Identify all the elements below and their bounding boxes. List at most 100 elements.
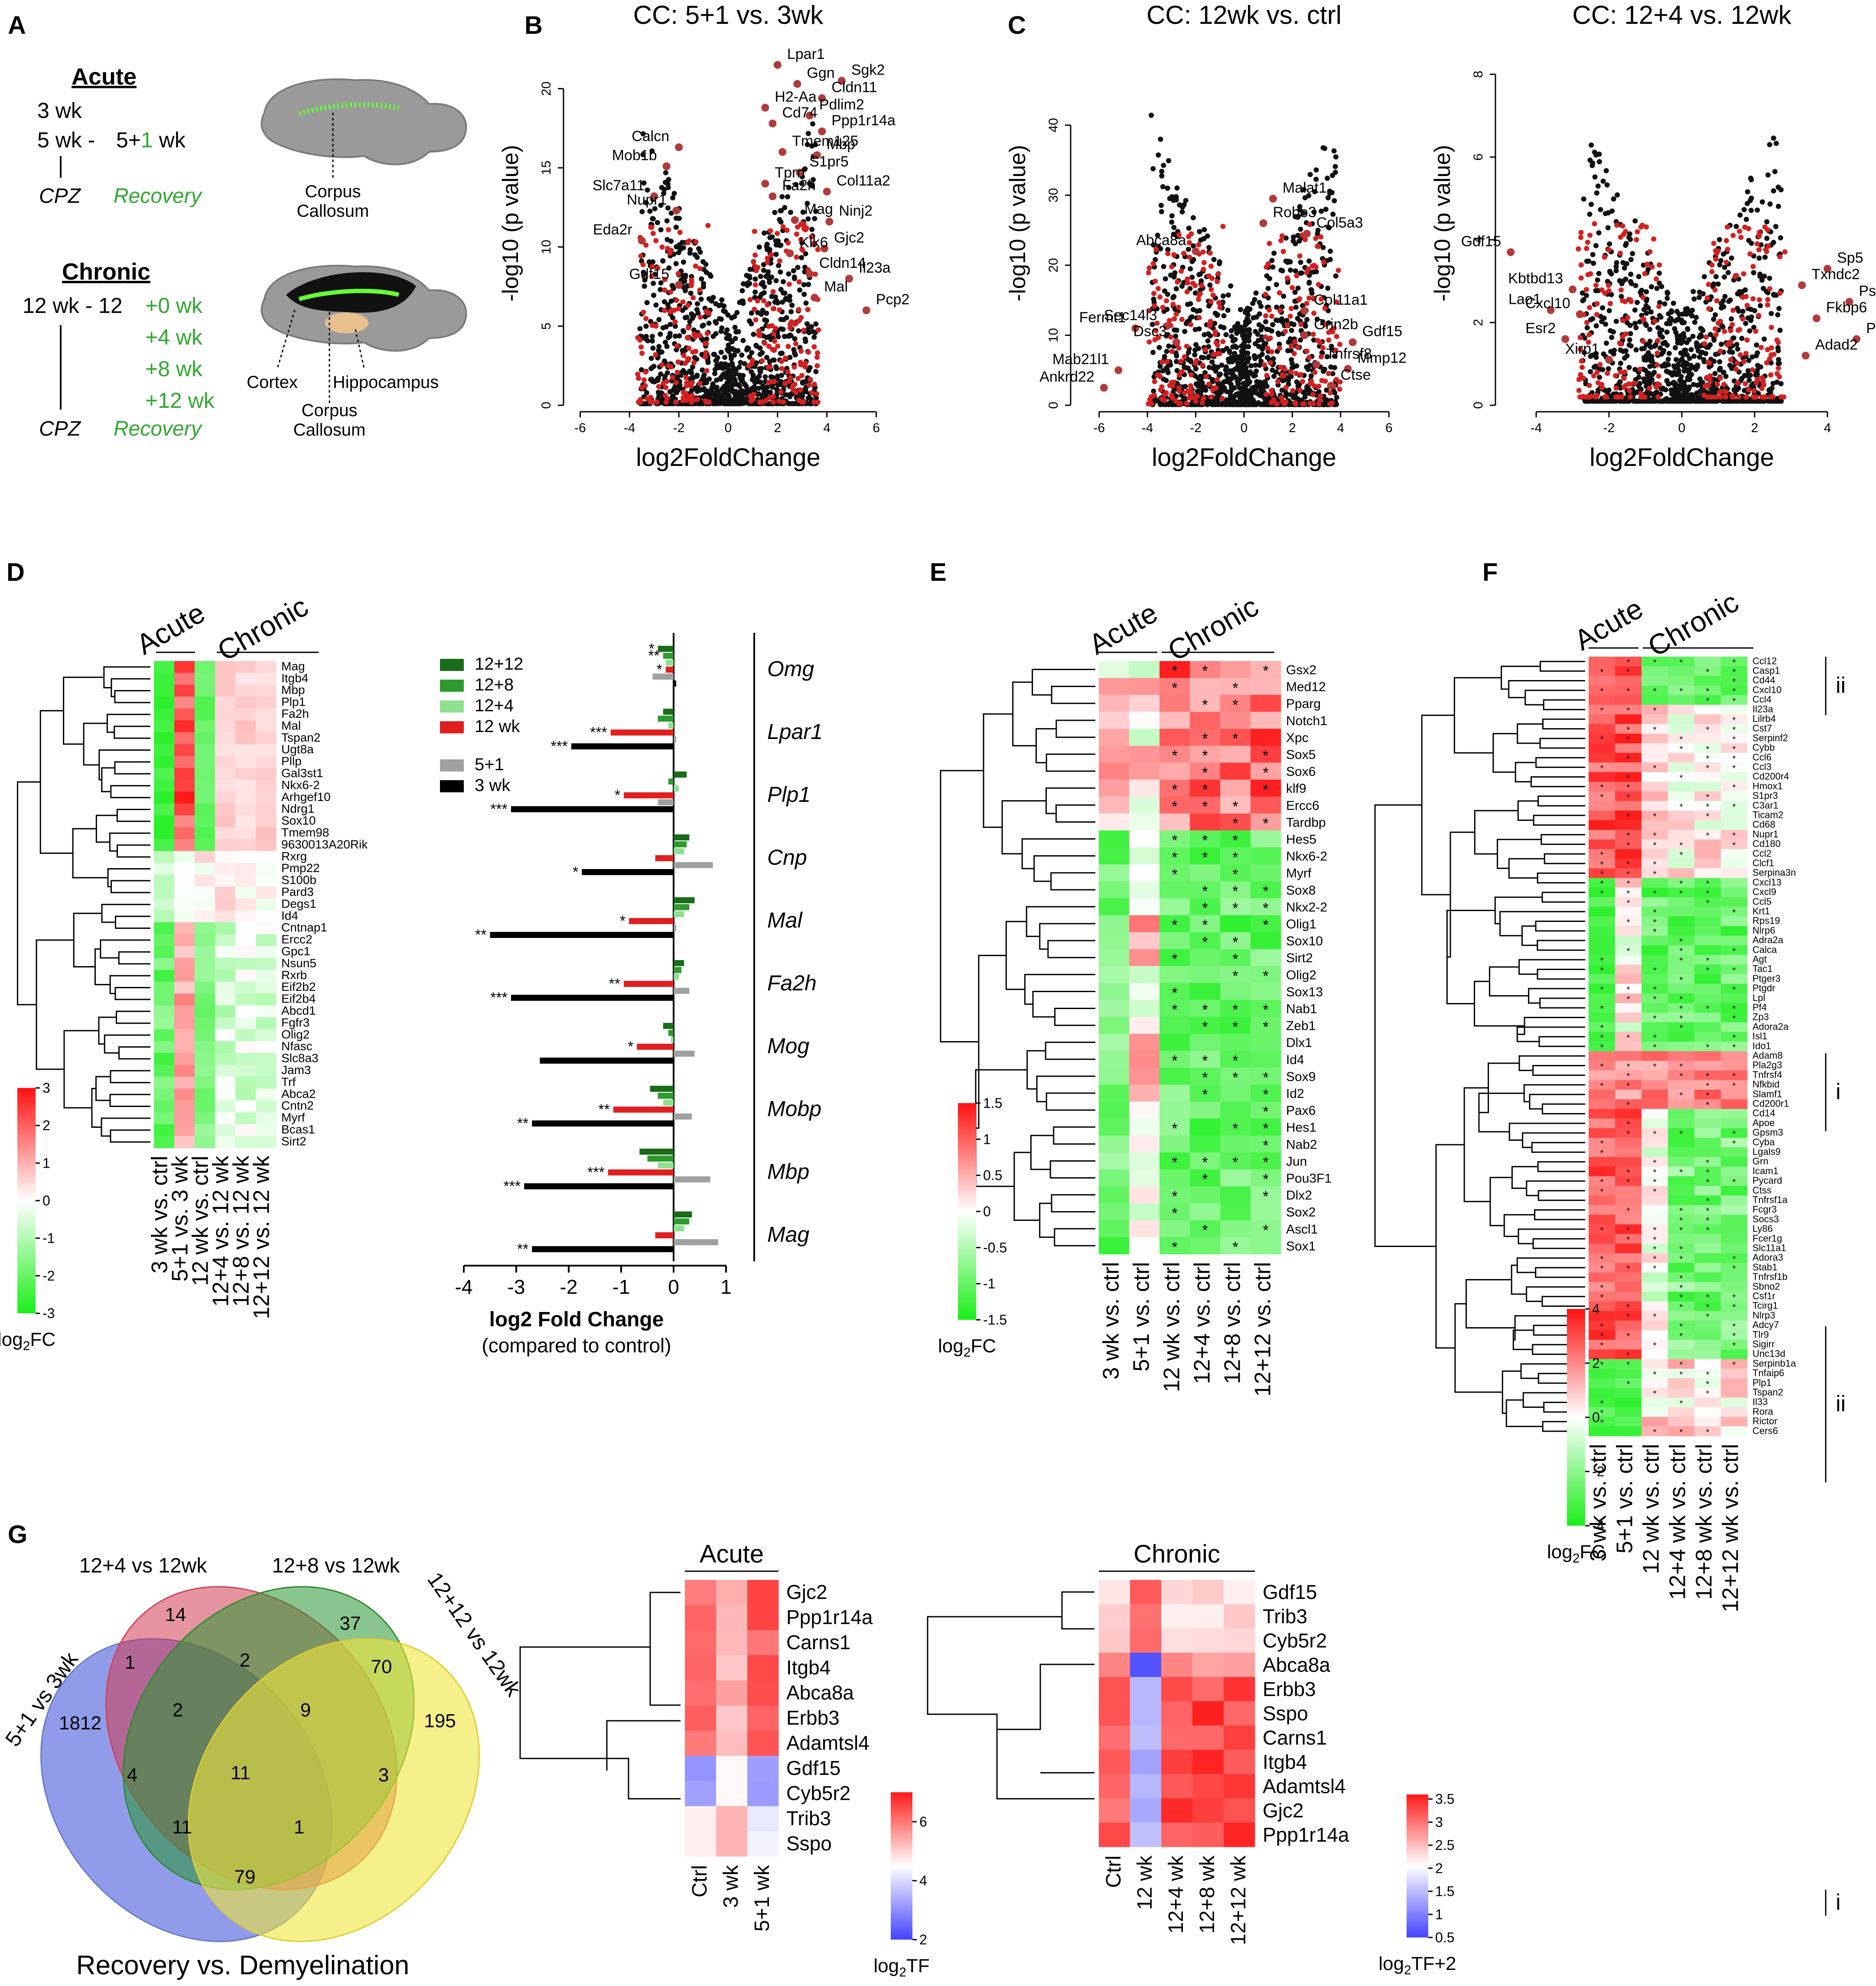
heatmap-cell [215, 780, 236, 792]
heatmap-cell [256, 803, 277, 816]
heatmap-cell [1668, 1166, 1695, 1177]
heatmap-cell [1251, 898, 1281, 915]
row-label: Degs1 [281, 897, 316, 910]
dendrogram-branch [1374, 804, 1436, 1247]
heatmap-cell [174, 768, 195, 780]
heatmap-cell [256, 1088, 277, 1101]
acute-cc-label-1: Corpus [305, 182, 361, 201]
significance-star: * [1172, 663, 1178, 680]
row-label: Itgb4 [1263, 1751, 1307, 1773]
heatmap-cell [1615, 1368, 1642, 1379]
venn-count: 14 [165, 1604, 186, 1625]
heatmap-cell [747, 1781, 779, 1807]
heatmap-cell [1694, 955, 1721, 965]
heatmap-cell [1721, 859, 1748, 869]
significance-star: * [1627, 1072, 1630, 1081]
dendrogram-branch [1518, 1228, 1585, 1244]
significance-star: * [1706, 764, 1710, 773]
heatmap-cell [215, 1136, 236, 1148]
heatmap-cell [1642, 849, 1668, 859]
heatmap-cell [1129, 729, 1160, 746]
heatmap-cell [1099, 1068, 1130, 1085]
heatmap-cell [1721, 1416, 1748, 1427]
heatmap-cell [1251, 746, 1281, 763]
row-label: klf9 [1286, 781, 1306, 796]
gene-point [1507, 248, 1515, 256]
heatmap-cell [1721, 1109, 1748, 1119]
heatmap-cell [1642, 1090, 1668, 1100]
heatmap-cell [1694, 1080, 1721, 1090]
heatmap-cell [1642, 1128, 1668, 1138]
heatmap-cell [1668, 945, 1695, 955]
row-label: Sox8 [1286, 883, 1316, 898]
heatmap-cell [1668, 685, 1695, 696]
heatmap-cell [1668, 762, 1695, 772]
heatmap-cell [1721, 907, 1748, 917]
colorbar-tick-label: 2 [1435, 1860, 1443, 1876]
heatmap-cell [195, 946, 215, 958]
heatmap-cell [235, 1077, 256, 1089]
gene-label: Robo3 [1273, 204, 1316, 221]
heatmap-cell [1589, 1128, 1615, 1138]
significance-star: * [1232, 934, 1238, 951]
row-label: Pparg [1286, 697, 1321, 711]
heatmap-cell [256, 732, 277, 745]
heatmap-cell [1251, 1068, 1281, 1085]
heatmap-cell [1192, 1774, 1224, 1799]
significance-star: * [1202, 748, 1208, 765]
heatmap-cell [235, 934, 256, 947]
heatmap-cell [154, 732, 175, 745]
heatmap-cell [1159, 1034, 1190, 1051]
heatmap-cell [1129, 949, 1160, 967]
heatmap-cell [1642, 1138, 1668, 1148]
heatmap-cell [1190, 932, 1221, 950]
heatmap-cell [1642, 762, 1668, 772]
heatmap-cell [154, 922, 175, 934]
gene-point [761, 104, 769, 112]
heatmap-cell [1224, 1580, 1255, 1605]
row-label: Unc13d [1752, 1348, 1785, 1359]
heatmap-cell [1721, 1147, 1748, 1157]
heatmap-cell [1589, 974, 1615, 984]
heatmap-cell [1589, 724, 1615, 734]
dendrogram-branch [1474, 980, 1525, 1027]
significance-star: * [1653, 687, 1657, 697]
heatmap-cell [1721, 1138, 1748, 1148]
row-label: Fgfr3 [281, 1016, 309, 1029]
heatmap-cell [1668, 1234, 1695, 1244]
colorbar-tick-label: 3.5 [1435, 1791, 1454, 1807]
bar [674, 897, 695, 903]
significance-star: * [1627, 947, 1630, 956]
significance-star: * [1232, 951, 1238, 968]
gene-point [1163, 322, 1171, 330]
significance-star: * [1600, 956, 1604, 966]
significance-star: ** [598, 1101, 609, 1118]
heatmap-cell [716, 1680, 748, 1706]
heatmap-cell [1721, 935, 1748, 946]
heatmap-cell [154, 697, 175, 709]
row-label: Cers6 [1752, 1425, 1778, 1436]
significance-star: * [1706, 956, 1710, 966]
row-label: Il23a [1752, 703, 1773, 714]
dendrogram-branch [1512, 1329, 1534, 1350]
colorbar-tick-label: 0 [1592, 1410, 1600, 1425]
row-label: Ppp1r14a [786, 1606, 873, 1628]
significance-star: * [1232, 1002, 1238, 1019]
dendrogram-branch [1012, 681, 1036, 746]
heatmap-cell [1615, 916, 1642, 927]
significance-star: * [1706, 1168, 1710, 1178]
heatmap-cell [215, 1041, 236, 1053]
gene-point [1100, 384, 1108, 392]
heatmap-cell [1694, 830, 1721, 840]
heatmap-cell [1190, 796, 1221, 814]
significance-star: * [1627, 1332, 1630, 1341]
significance-star: *** [587, 1164, 605, 1181]
heatmap-cell [1130, 1653, 1162, 1677]
heatmap-cell [1642, 955, 1668, 965]
heatmap-cell [1694, 1176, 1721, 1186]
heatmap-cell [1589, 1070, 1615, 1081]
significance-star: * [1202, 731, 1208, 748]
significance-star: * [1706, 1178, 1710, 1187]
heatmap-cell [1129, 1101, 1160, 1119]
